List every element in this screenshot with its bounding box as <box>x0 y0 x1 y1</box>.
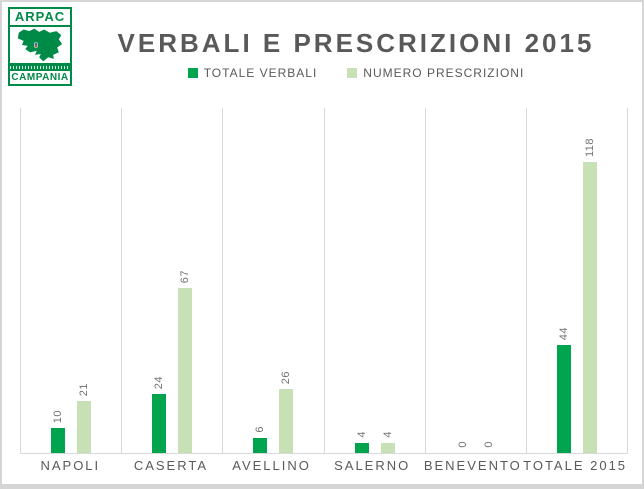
bar-value-label: 10 <box>52 409 65 423</box>
bar-value-label: 118 <box>583 137 596 157</box>
bar-value-label: 67 <box>179 269 192 283</box>
category-label-avellino: AVELLINO <box>232 458 311 473</box>
bar-totale-verbali-totale-2015 <box>556 345 571 453</box>
category-cell-caserta: 24 67 <box>121 108 222 453</box>
bar-numero-prescrizioni-totale-2015 <box>582 162 597 453</box>
bar-value-label: 44 <box>557 326 570 340</box>
legend-label: NUMERO PRESCRIZIONI <box>363 66 525 80</box>
logo-campania-text: CAMPANIA <box>11 72 69 83</box>
legend-label: TOTALE VERBALI <box>203 66 318 80</box>
legend-swatch-light-green-icon <box>347 68 358 78</box>
campania-map-icon <box>10 27 70 63</box>
bar-value-label: 21 <box>78 382 91 396</box>
logo-arpac-text: ARPAC <box>10 9 70 27</box>
category-label-napoli: NAPOLI <box>40 458 101 473</box>
category-axis: NAPOLI CASERTA AVELLINO SALERNO BENEVENTO TOT… <box>20 458 627 473</box>
bar-column-totale-verbali-salerno: 4 <box>354 108 369 453</box>
bar-column-totale-verbali-totale-2015: 44 <box>556 108 571 453</box>
legend-swatch-dark-green-icon <box>187 68 198 78</box>
plot-area: 10 21 24 67 6 26 4 4 0 0 44 118 <box>20 108 628 454</box>
bar-value-label: 4 <box>381 431 394 438</box>
bar-totale-verbali-salerno <box>354 443 369 453</box>
bar-value-label: 4 <box>355 431 368 438</box>
category-label-caserta: CASERTA <box>133 458 209 473</box>
category-cell-totale-2015: 44 118 <box>525 108 627 453</box>
category-label-totale-2015: TOTALE 2015 <box>523 458 628 473</box>
bar-value-label: 0 <box>482 441 495 448</box>
bar-value-label: 26 <box>280 370 293 384</box>
bar-column-numero-prescrizioni-totale-2015: 118 <box>582 108 597 453</box>
chart-legend: TOTALE VERBALI NUMERO PRESCRIZIONI <box>80 66 632 80</box>
bar-totale-verbali-avellino <box>253 438 268 453</box>
bar-numero-prescrizioni-salerno <box>380 443 395 453</box>
bar-column-totale-verbali-benevento: 0 <box>456 108 470 453</box>
bar-column-numero-prescrizioni-salerno: 4 <box>380 108 395 453</box>
category-label-benevento: BENEVENTO <box>423 458 522 473</box>
category-cell-napoli: 10 21 <box>20 108 121 453</box>
bar-numero-prescrizioni-caserta <box>178 288 193 453</box>
legend-item-totale-verbali: TOTALE VERBALI <box>187 66 318 80</box>
bar-numero-prescrizioni-avellino <box>279 389 294 453</box>
bar-totale-verbali-napoli <box>51 428 66 453</box>
bar-column-totale-verbali-avellino: 6 <box>253 108 268 453</box>
legend-item-numero-prescrizioni: NUMERO PRESCRIZIONI <box>347 66 524 80</box>
bar-totale-verbali-caserta <box>152 394 167 453</box>
arpac-campania-logo: ARPAC CAMPANIA <box>8 7 72 86</box>
bar-column-numero-prescrizioni-avellino: 26 <box>279 108 294 453</box>
chart-title: VERBALI E PRESCRIZIONI 2015 <box>117 28 595 58</box>
bar-column-totale-verbali-caserta: 24 <box>152 108 167 453</box>
logo-agency-name-strip <box>10 63 70 71</box>
bar-value-label: 6 <box>254 426 267 433</box>
bar-column-numero-prescrizioni-napoli: 21 <box>77 108 92 453</box>
bar-column-numero-prescrizioni-benevento: 0 <box>482 108 496 453</box>
category-cell-avellino: 6 26 <box>222 108 323 453</box>
bar-value-label: 0 <box>456 441 469 448</box>
bar-numero-prescrizioni-napoli <box>77 401 92 453</box>
bar-column-totale-verbali-napoli: 10 <box>51 108 66 453</box>
bar-column-numero-prescrizioni-caserta: 67 <box>178 108 193 453</box>
category-label-salerno: SALERNO <box>334 458 411 473</box>
bar-value-label: 24 <box>153 375 166 389</box>
